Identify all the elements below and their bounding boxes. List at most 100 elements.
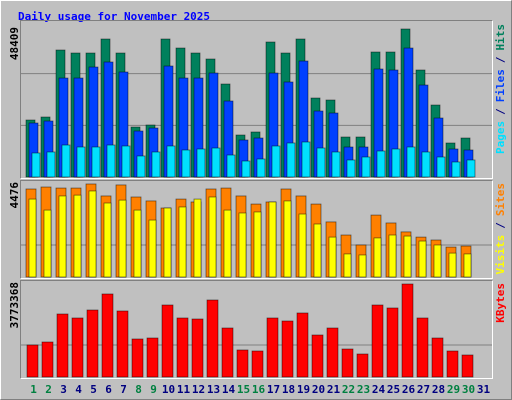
x-tick-label: 22: [342, 383, 355, 396]
bar: [58, 195, 67, 278]
x-tick-label: 17: [267, 383, 280, 396]
bar: [161, 304, 174, 378]
bar: [166, 145, 176, 178]
bar: [391, 148, 401, 178]
legend-entry: Hits: [494, 24, 507, 51]
x-tick-label: 3: [60, 383, 67, 396]
bar: [268, 201, 277, 278]
bar: [436, 156, 446, 178]
bar: [311, 334, 324, 378]
bar: [91, 146, 101, 178]
series-label: Visits / Sites: [494, 183, 507, 275]
bar: [463, 253, 472, 278]
bar: [178, 206, 187, 278]
bar: [191, 318, 204, 378]
bar: [326, 327, 339, 378]
bar: [466, 159, 476, 178]
bar: [371, 304, 384, 378]
x-tick-label: 15: [237, 383, 250, 396]
bar: [301, 141, 311, 178]
bar: [223, 209, 232, 278]
bar: [116, 310, 129, 378]
bar: [356, 353, 369, 378]
x-tick-label: 26: [402, 383, 416, 396]
x-tick-label: 30: [462, 383, 475, 396]
legend-entry: Sites: [494, 183, 507, 216]
bar: [343, 253, 352, 278]
x-tick-label: 9: [150, 383, 157, 396]
bar: [131, 338, 144, 378]
bar: [176, 317, 189, 378]
bar: [61, 144, 71, 178]
bar: [88, 190, 97, 278]
bar: [388, 234, 397, 278]
bar: [361, 156, 371, 178]
bar: [101, 293, 114, 378]
bar: [286, 142, 296, 178]
bar: [256, 158, 266, 178]
x-tick-label: 4: [75, 383, 82, 396]
bar: [358, 254, 367, 278]
bar: [281, 320, 294, 378]
bar: [121, 145, 131, 178]
y-tick-label: 4476: [8, 182, 21, 209]
x-tick-label: 2: [45, 383, 52, 396]
x-tick-label: 25: [387, 383, 400, 396]
bar: [298, 213, 307, 278]
bar: [328, 236, 337, 278]
x-tick-label: 23: [357, 383, 370, 396]
label-separator: /: [494, 56, 507, 63]
bar: [386, 307, 399, 378]
bar: [421, 151, 431, 178]
x-tick-label: 31: [477, 383, 491, 396]
bar: [253, 211, 262, 278]
bar: [373, 237, 382, 278]
bar: [86, 309, 99, 378]
bar: [181, 149, 191, 178]
label-separator: /: [494, 108, 507, 115]
bar: [56, 313, 69, 378]
panel-frame-light: [20, 20, 493, 179]
x-tick-label: 10: [162, 383, 175, 396]
label-separator: /: [494, 222, 507, 229]
x-tick-label: 24: [372, 383, 386, 396]
bar: [206, 299, 219, 378]
bar: [133, 209, 142, 278]
bar: [346, 159, 356, 178]
x-tick-label: 14: [222, 383, 236, 396]
x-tick-label: 20: [312, 383, 325, 396]
series-label: Pages / Files / Hits: [494, 24, 507, 154]
bar: [406, 146, 416, 178]
bar: [106, 144, 116, 178]
series-label: KBytes: [494, 283, 507, 323]
x-tick-label: 5: [90, 383, 97, 396]
bar: [43, 209, 52, 278]
bar: [403, 235, 412, 278]
x-tick-label: 12: [192, 383, 205, 396]
bar: [238, 212, 247, 278]
x-tick-label: 28: [432, 383, 445, 396]
bar: [241, 160, 251, 178]
bar: [451, 161, 461, 178]
bar: [163, 207, 172, 278]
bar: [283, 200, 292, 278]
bar: [28, 198, 37, 278]
bar: [271, 145, 281, 178]
bar: [211, 147, 221, 178]
bar: [266, 317, 279, 378]
legend-entry: KBytes: [494, 283, 507, 323]
x-tick-label: 13: [207, 383, 220, 396]
x-tick-label: 6: [105, 383, 112, 396]
x-tick-label: 21: [327, 383, 341, 396]
bar: [148, 219, 157, 278]
bar: [401, 283, 414, 378]
bar: [71, 317, 84, 378]
bar: [341, 348, 354, 378]
bar: [331, 151, 341, 178]
x-tick-label: 18: [282, 383, 295, 396]
chart-title: Daily usage for November 2025: [18, 10, 210, 23]
bar: [41, 341, 54, 378]
bar: [296, 312, 309, 378]
bar: [136, 155, 146, 178]
